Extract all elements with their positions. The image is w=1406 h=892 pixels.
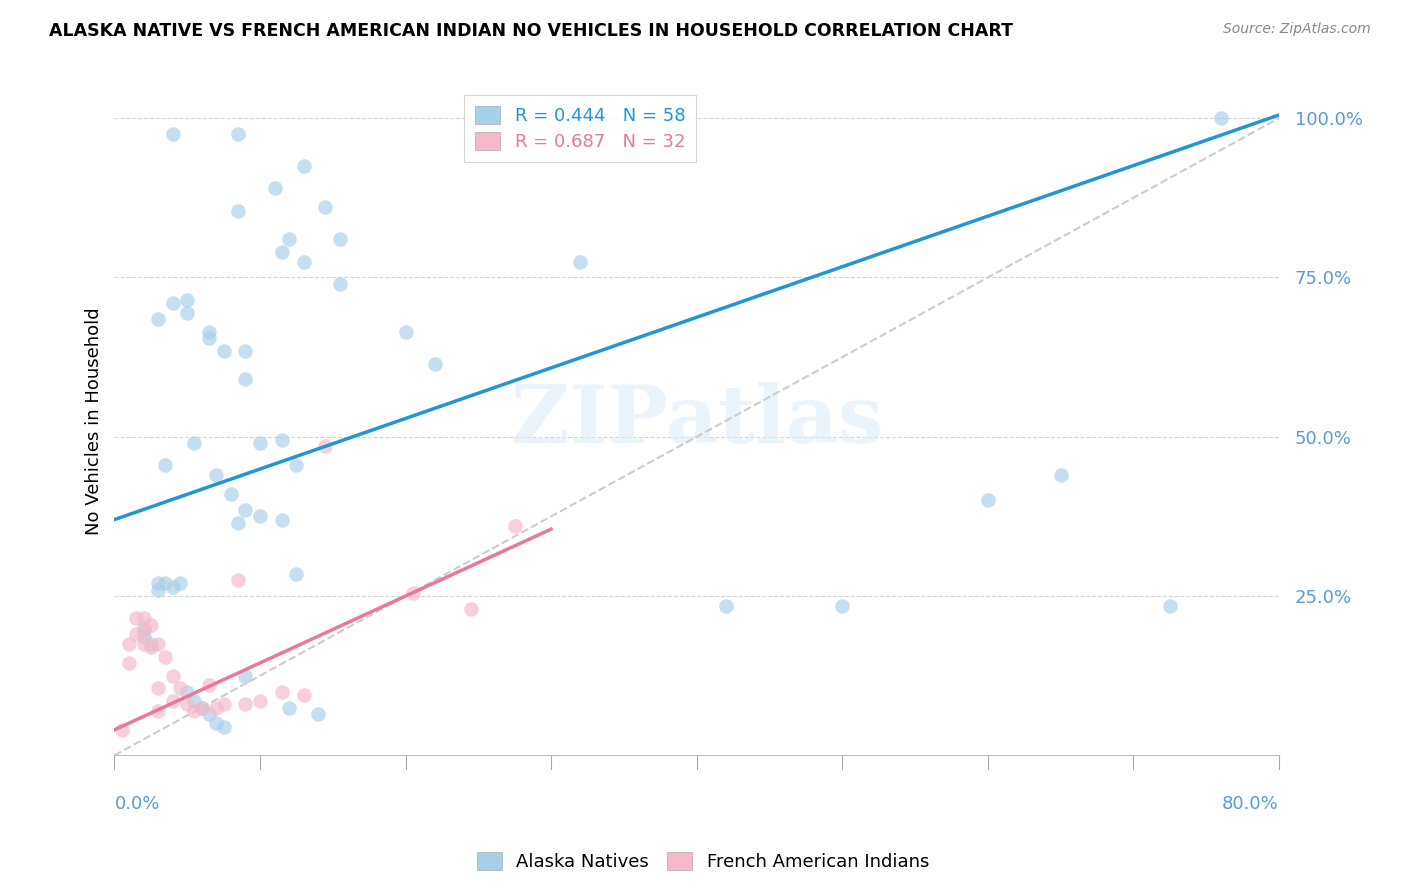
- Point: [118, 656, 141, 670]
- Point: [503, 519, 526, 533]
- Point: [198, 325, 221, 339]
- Point: [198, 678, 221, 692]
- Point: [278, 700, 301, 714]
- Point: [146, 704, 169, 718]
- Point: [132, 611, 155, 625]
- Point: [270, 684, 292, 698]
- Point: [270, 433, 292, 447]
- Point: [235, 698, 257, 712]
- Point: [183, 704, 205, 718]
- Point: [155, 649, 177, 664]
- Y-axis label: No Vehicles in Household: No Vehicles in Household: [86, 307, 103, 534]
- Point: [569, 254, 592, 268]
- Text: 0.0%: 0.0%: [114, 796, 160, 814]
- Point: [205, 700, 228, 714]
- Point: [270, 245, 292, 260]
- Point: [176, 305, 198, 319]
- Point: [249, 694, 271, 708]
- Point: [226, 127, 249, 141]
- Point: [139, 617, 162, 632]
- Point: [132, 621, 155, 635]
- Point: [139, 640, 162, 654]
- Point: [423, 357, 446, 371]
- Point: [235, 503, 257, 517]
- Point: [212, 720, 235, 734]
- Point: [125, 627, 148, 641]
- Point: [278, 232, 301, 246]
- Text: 80.0%: 80.0%: [1222, 796, 1279, 814]
- Point: [162, 669, 184, 683]
- Point: [714, 599, 737, 613]
- Point: [226, 573, 249, 587]
- Point: [139, 637, 162, 651]
- Point: [132, 631, 155, 645]
- Point: [176, 293, 198, 307]
- Point: [155, 458, 177, 473]
- Point: [132, 624, 155, 639]
- Point: [1049, 468, 1071, 483]
- Point: [118, 637, 141, 651]
- Point: [132, 637, 155, 651]
- Point: [162, 296, 184, 310]
- Point: [329, 277, 352, 291]
- Point: [314, 439, 336, 453]
- Point: [169, 576, 191, 591]
- Point: [176, 684, 198, 698]
- Point: [205, 468, 228, 483]
- Point: [146, 576, 169, 591]
- Point: [1159, 599, 1181, 613]
- Legend: Alaska Natives, French American Indians: Alaska Natives, French American Indians: [470, 846, 936, 879]
- Point: [162, 694, 184, 708]
- Point: [155, 576, 177, 591]
- Point: [235, 669, 257, 683]
- Point: [146, 312, 169, 326]
- Point: [292, 688, 315, 702]
- Point: [263, 181, 285, 195]
- Point: [394, 325, 416, 339]
- Point: [235, 372, 257, 386]
- Point: [329, 232, 352, 246]
- Point: [212, 343, 235, 358]
- Point: [190, 700, 212, 714]
- Point: [314, 201, 336, 215]
- Point: [460, 602, 482, 616]
- Point: [249, 509, 271, 524]
- Point: [292, 159, 315, 173]
- Point: [226, 203, 249, 218]
- Point: [235, 343, 257, 358]
- Point: [146, 681, 169, 696]
- Point: [402, 586, 425, 600]
- Text: Source: ZipAtlas.com: Source: ZipAtlas.com: [1223, 22, 1371, 37]
- Point: [183, 694, 205, 708]
- Point: [226, 516, 249, 530]
- Point: [190, 700, 212, 714]
- Point: [219, 487, 242, 501]
- Point: [162, 580, 184, 594]
- Point: [292, 254, 315, 268]
- Point: [307, 706, 329, 721]
- Text: ZIPatlas: ZIPatlas: [510, 382, 883, 460]
- Point: [146, 582, 169, 597]
- Point: [183, 436, 205, 450]
- Point: [270, 513, 292, 527]
- Point: [831, 599, 853, 613]
- Point: [111, 723, 134, 737]
- Point: [285, 566, 308, 581]
- Point: [162, 127, 184, 141]
- Point: [285, 458, 308, 473]
- Point: [212, 698, 235, 712]
- Text: ALASKA NATIVE VS FRENCH AMERICAN INDIAN NO VEHICLES IN HOUSEHOLD CORRELATION CHA: ALASKA NATIVE VS FRENCH AMERICAN INDIAN …: [49, 22, 1014, 40]
- Point: [205, 716, 228, 731]
- Point: [1209, 112, 1232, 126]
- Point: [169, 681, 191, 696]
- Point: [176, 698, 198, 712]
- Point: [198, 706, 221, 721]
- Point: [198, 331, 221, 345]
- Point: [125, 611, 148, 625]
- Point: [146, 637, 169, 651]
- Point: [977, 493, 1000, 508]
- Point: [249, 436, 271, 450]
- Legend: R = 0.444   N = 58, R = 0.687   N = 32: R = 0.444 N = 58, R = 0.687 N = 32: [464, 95, 696, 161]
